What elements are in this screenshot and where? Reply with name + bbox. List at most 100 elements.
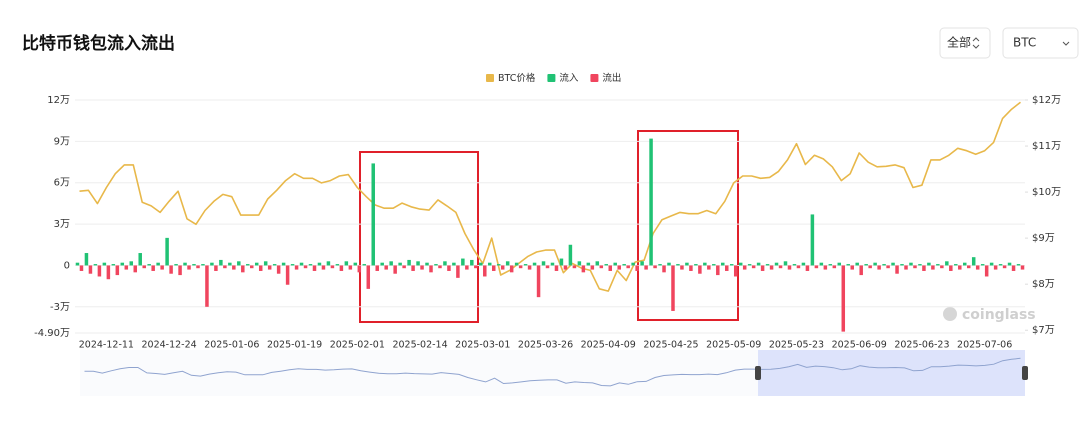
bar (294, 265, 299, 270)
bar (536, 265, 541, 298)
bar (438, 265, 442, 269)
legend-swatch[interactable] (590, 74, 599, 82)
bar (850, 265, 854, 270)
bar (962, 262, 967, 266)
bar (214, 265, 218, 271)
bar (792, 264, 797, 266)
legend-swatch[interactable] (486, 74, 494, 82)
bar (353, 262, 358, 266)
bar (479, 262, 483, 266)
range-select-icon[interactable] (972, 37, 980, 49)
bar (321, 265, 326, 270)
bar (393, 265, 397, 274)
bar (613, 262, 617, 266)
bar (111, 264, 116, 266)
bar (586, 262, 591, 266)
legend-label[interactable]: 流出 (602, 72, 621, 84)
bar (371, 163, 375, 266)
range-select[interactable]: 全部 (939, 27, 991, 59)
bar (796, 265, 801, 269)
bar (936, 264, 940, 266)
bar (904, 265, 908, 270)
x-tick-label: 2025-02-01 (330, 340, 385, 351)
bar (366, 265, 371, 289)
bar (174, 264, 178, 266)
bar (989, 262, 994, 266)
bar (801, 262, 806, 266)
bar (505, 261, 510, 266)
bar (725, 265, 729, 271)
bar (733, 265, 738, 277)
bar (335, 264, 340, 266)
asset-select-icon[interactable] (1062, 41, 1070, 46)
bar (572, 265, 577, 269)
bar (285, 265, 290, 285)
bar (832, 265, 837, 269)
bar (895, 265, 899, 274)
bar (841, 265, 846, 332)
bar (124, 265, 129, 270)
bar (201, 264, 205, 266)
bar (263, 261, 268, 266)
bar (254, 262, 259, 266)
bar (747, 264, 752, 266)
navigator-line (84, 357, 1021, 387)
bar (541, 261, 546, 266)
bar (1020, 265, 1025, 270)
bar (344, 261, 349, 266)
bar (142, 265, 146, 269)
navigator-selection[interactable] (758, 350, 1025, 396)
bar (868, 265, 872, 269)
x-tick-label: 2025-06-09 (832, 340, 887, 351)
bar (819, 262, 824, 266)
bar (402, 265, 406, 269)
bar (712, 264, 716, 266)
navigator-handle[interactable] (1022, 366, 1028, 380)
x-tick-label: 2025-02-14 (392, 340, 447, 351)
highlight-box (637, 130, 739, 321)
bar (545, 265, 550, 269)
asset-select[interactable]: BTC (1002, 27, 1079, 59)
bar (487, 262, 492, 266)
y-tick-label: 12万 (47, 95, 70, 106)
bar (465, 265, 469, 270)
bar (940, 265, 944, 269)
y-tick-label: -4.90万 (34, 328, 70, 339)
bar (617, 265, 621, 270)
bar (707, 265, 711, 270)
bar (837, 262, 842, 266)
bar (787, 265, 792, 270)
x-tick-label: 2025-01-06 (204, 340, 259, 351)
bar (380, 262, 384, 266)
range-select-box[interactable] (939, 27, 991, 59)
legend-label[interactable]: 流入 (559, 72, 579, 84)
bar (267, 265, 272, 270)
bar (120, 262, 125, 266)
asset-select-label[interactable]: BTC (1013, 36, 1036, 50)
legend-label[interactable]: BTC价格 (498, 72, 536, 84)
watermark-icon (943, 307, 957, 321)
range-select-label[interactable]: 全部 (947, 35, 971, 50)
y2-tick-label: $10万 (1032, 187, 1061, 198)
bar (671, 265, 675, 311)
bar (1016, 264, 1021, 266)
navigator-handle[interactable] (755, 366, 761, 380)
watermark: coinglass (962, 307, 1036, 323)
bar (703, 262, 707, 266)
bar (698, 265, 702, 274)
y2-tick-label: $8万 (1032, 279, 1055, 290)
bar (88, 265, 93, 274)
bar (599, 265, 604, 269)
asset-select-box[interactable] (1002, 27, 1079, 59)
bar (568, 244, 573, 266)
bar (115, 265, 120, 276)
legend-swatch[interactable] (547, 74, 556, 82)
bar (496, 264, 501, 266)
bar (662, 265, 666, 273)
bar (595, 261, 600, 266)
bar (716, 265, 720, 276)
bar (975, 265, 980, 270)
bar (272, 264, 277, 266)
bar (909, 262, 913, 266)
bar (676, 264, 680, 266)
